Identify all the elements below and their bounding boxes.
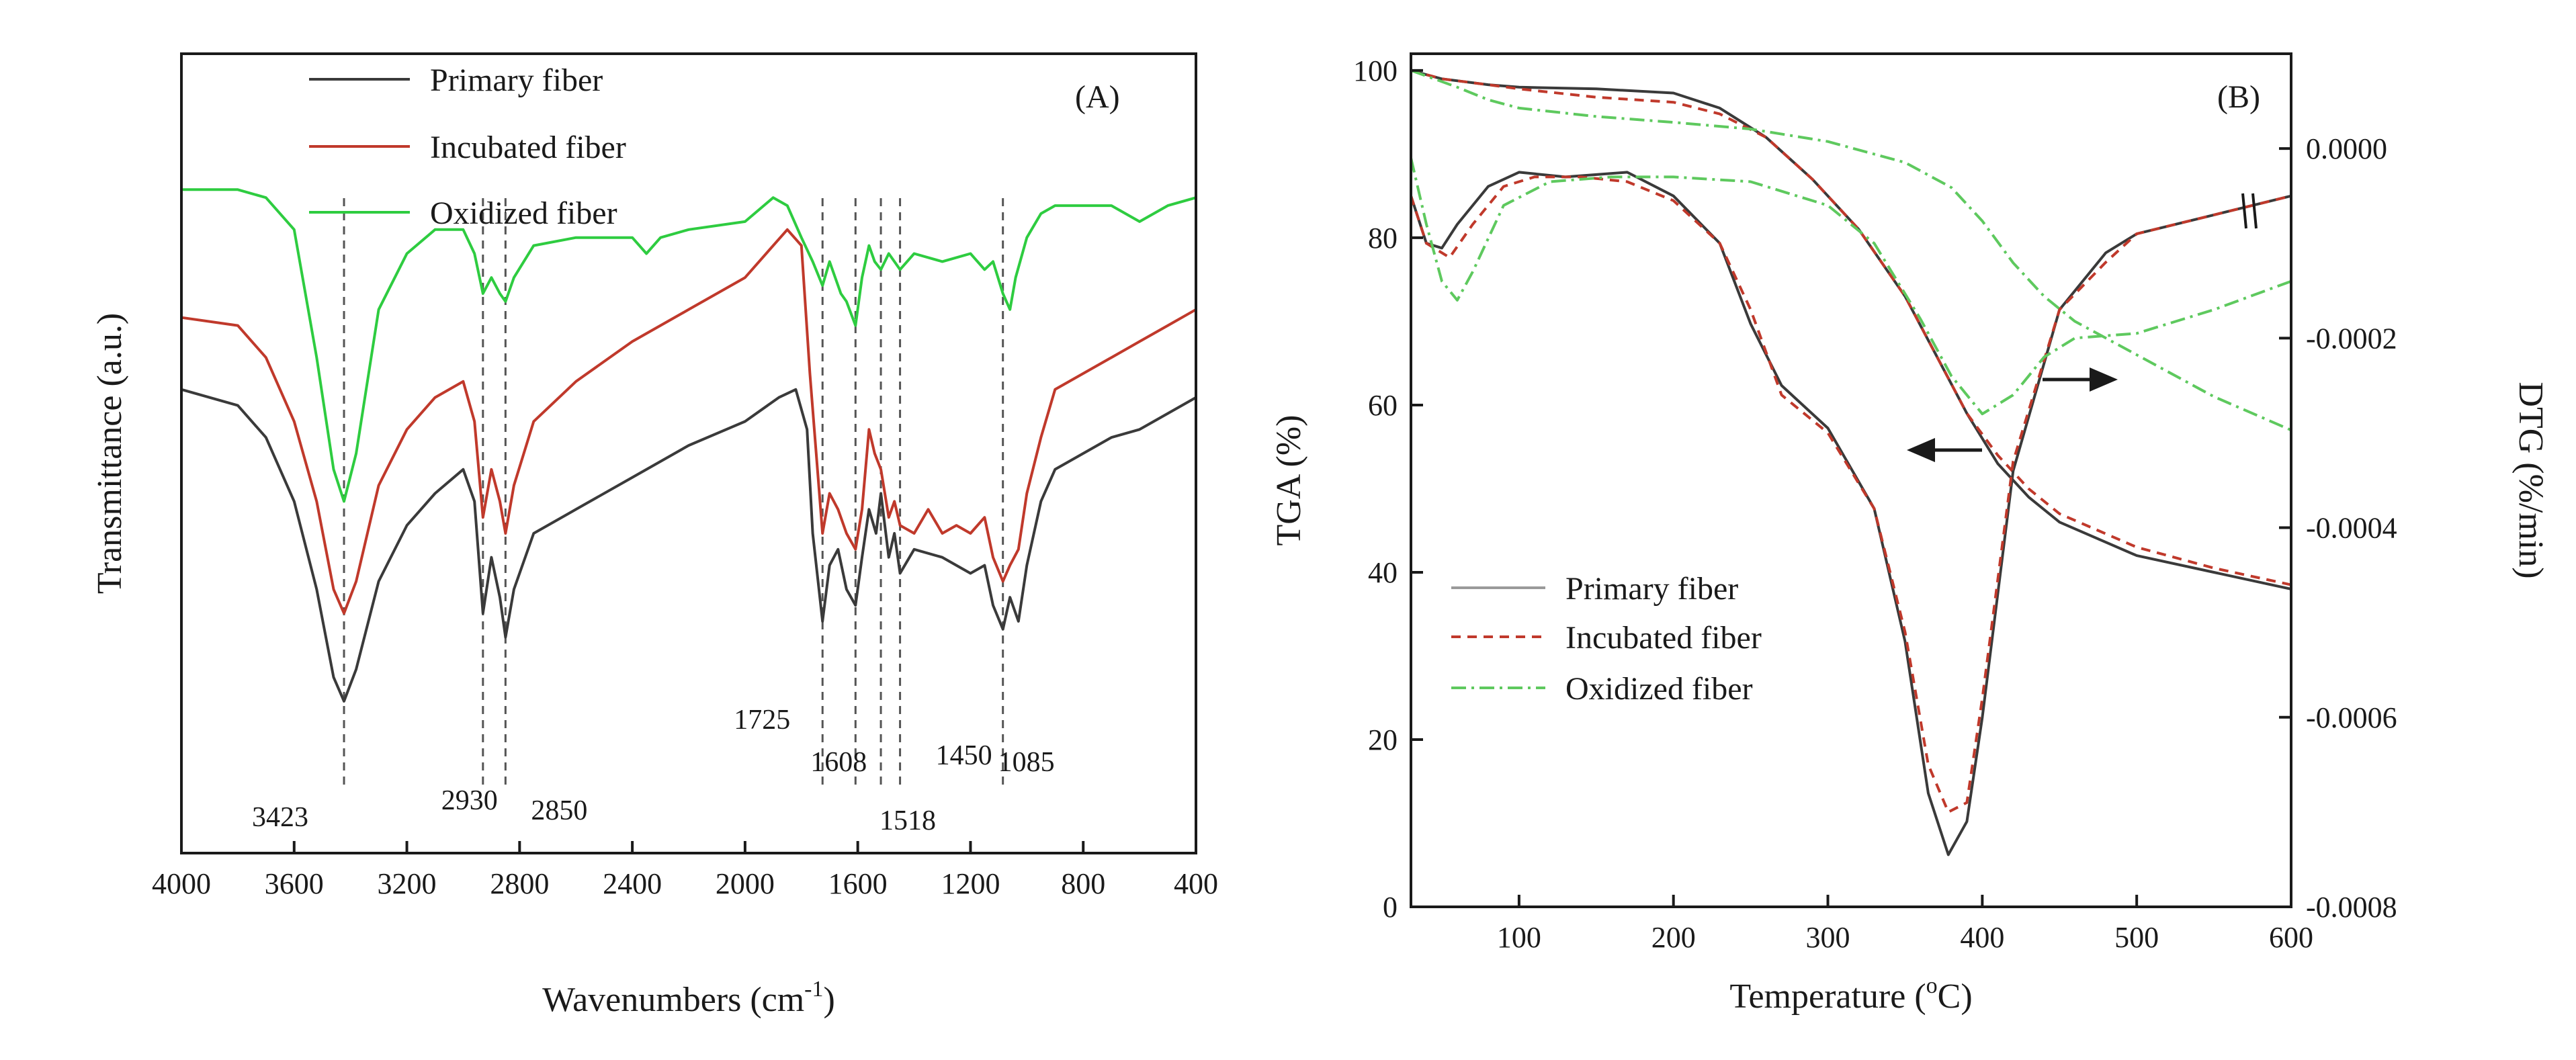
ftir-x-tick-label: 1600 [828, 867, 888, 900]
tga-x-tick-label: 200 [1651, 921, 1696, 954]
tga-series-oxidized-fiber-dtg [1410, 157, 2292, 416]
tga-ticks: 100 200 300 400 500 600 0 20 40 60 80 100 -0.0008 -0.… [1353, 54, 2397, 954]
tga-x-axis-title: Temperature (oC) [1729, 973, 1972, 1016]
ftir-x-tick-label: 4000 [152, 867, 211, 900]
ftir-legend-label-primary: Primary fiber [430, 62, 603, 98]
ftir-x-axis-title: Wavenumbers (cm-1) [542, 977, 835, 1019]
ftir-peak-labels: 3423 2930 2850 1725 1608 1518 1450 1085 [252, 705, 1055, 836]
ftir-peak-label-3423: 3423 [252, 802, 308, 833]
dtg-y-tick-label: -0.0006 [2306, 701, 2397, 734]
ftir-plot-frame [180, 52, 1197, 854]
dtg-y-tick-label: -0.0004 [2306, 512, 2397, 545]
ftir-x-tick-label: 2800 [490, 867, 549, 900]
tga-legend: Primary fiber Incubated fiber Oxidized f… [1451, 571, 1762, 707]
tga-y-tick-label: 20 [1368, 723, 1398, 756]
left-arrow-icon [1907, 438, 1935, 462]
ftir-peak-label-1608: 1608 [810, 747, 867, 778]
ftir-x-tick-label: 3200 [378, 867, 437, 900]
dtg-y-tick-label: -0.0002 [2306, 322, 2397, 355]
tga-x-tick-label: 400 [1960, 921, 2004, 954]
tga-panel-label: (B) [2217, 79, 2260, 115]
ftir-x-tick-label: 400 [1174, 867, 1218, 900]
tga-legend-label-primary: Primary fiber [1565, 571, 1738, 607]
dtg-y-axis-title: DTG (%/min) [2511, 382, 2550, 578]
axis-break-line-2 [2251, 193, 2258, 229]
ftir-y-axis-title: Transmittance (a.u.) [91, 313, 129, 594]
tga-x-tick-label: 600 [2269, 921, 2313, 954]
tga-legend-label-oxidized: Oxidized fiber [1565, 671, 1753, 707]
right-arrow-icon [2090, 367, 2118, 392]
tga-y-tick-label: 0 [1383, 891, 1398, 924]
ftir-x-ticks: 4000 3600 3200 2800 2400 2000 1600 1200 800 400 [152, 841, 1218, 900]
tga-series-incubated-fiber-tga [1410, 69, 2292, 586]
ftir-peak-label-1450: 1450 [936, 740, 992, 771]
tga-series-incubated-fiber-dtg [1410, 175, 2292, 813]
ftir-x-tick-label: 1200 [941, 867, 1000, 900]
tga-y-tick-label: 40 [1368, 556, 1398, 589]
tga-plot-frame [1410, 52, 2292, 908]
tga-y-tick-label: 100 [1353, 54, 1398, 87]
tga-y-tick-label: 60 [1368, 389, 1398, 422]
ftir-x-tick-label: 3600 [265, 867, 324, 900]
axis-break-line-1 [2241, 193, 2247, 229]
ftir-x-tick-label: 2000 [716, 867, 775, 900]
ftir-peak-label-2930: 2930 [441, 785, 498, 816]
ftir-panel-label: (A) [1075, 79, 1120, 115]
ftir-x-tick-label: 2400 [603, 867, 662, 900]
tga-x-tick-label: 100 [1497, 921, 1541, 954]
tga-x-tick-label: 300 [1806, 921, 1850, 954]
tga-panel: 100 200 300 400 500 600 0 20 40 60 80 100 -0.0008 -0.… [1270, 52, 2550, 1016]
ftir-legend-label-oxidized: Oxidized fiber [430, 195, 617, 231]
ftir-peak-label-2850: 2850 [531, 795, 587, 826]
ftir-legend-label-incubated: Incubated fiber [430, 130, 626, 165]
tga-legend-label-incubated: Incubated fiber [1565, 620, 1762, 656]
left-arrow-annotation [1907, 438, 1982, 462]
tga-plot-area [1410, 69, 2292, 856]
dtg-y-tick-label: 0.0000 [2306, 132, 2387, 165]
ftir-peak-label-1518: 1518 [879, 805, 936, 836]
ftir-series-primary [181, 388, 1197, 703]
tga-y-axis-title: TGA (%) [1270, 415, 1308, 546]
tga-x-tick-label: 500 [2114, 921, 2159, 954]
ftir-panel: 4000 3600 3200 2800 2400 2000 1600 1200 800 400 (… [91, 52, 1218, 1019]
right-arrow-annotation [2043, 367, 2118, 392]
axis-break-icon [2241, 193, 2258, 229]
ftir-peak-label-1725: 1725 [734, 705, 790, 736]
ftir-series-incubated [181, 228, 1197, 615]
ftir-peak-label-1085: 1085 [998, 747, 1055, 778]
ftir-x-tick-label: 800 [1061, 867, 1105, 900]
tga-y-tick-label: 80 [1368, 222, 1398, 255]
ftir-plot-area [181, 188, 1197, 789]
ftir-series-oxidized [181, 188, 1197, 503]
dtg-y-tick-label: -0.0008 [2306, 891, 2397, 924]
ftir-legend: Primary fiber Incubated fiber Oxidized f… [309, 62, 626, 231]
